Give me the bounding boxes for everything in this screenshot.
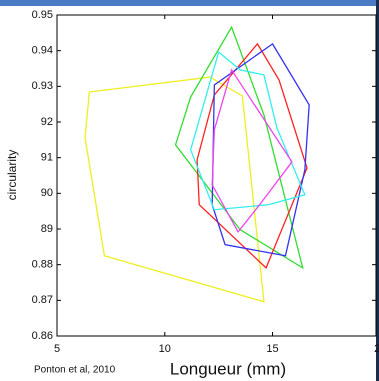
x-axis-label: Longueur (mm) [170,359,286,378]
y-tick-label: 0.93 [32,80,53,92]
x-tick-label: 15 [266,343,278,355]
right-edge [376,0,379,381]
y-axis-label: circularity [5,150,19,201]
hull [196,42,308,269]
y-tick-label: 0.94 [32,45,53,57]
hull [211,42,310,257]
y-tick-label: 0.88 [32,259,53,271]
y-tick-label: 92 [41,116,53,128]
x-tick-label: 20 [374,343,379,355]
hull [84,76,265,303]
x-tick-label: 10 [159,343,171,355]
top-strip [0,0,379,6]
hull [189,50,306,211]
x-tick-label: 5 [54,343,60,355]
y-tick-label: 89 [41,223,53,235]
y-tick-label: 90 [41,187,53,199]
y-tick-label: 0.95 [32,9,53,21]
y-tick-label: 0.87 [32,294,53,306]
plot-frame [56,14,377,337]
annotation: Ponton et al, 2010 [34,365,116,376]
y-tick-label: 91 [41,152,53,164]
hull [211,68,293,234]
y-tick-label: 0.86 [32,330,53,342]
